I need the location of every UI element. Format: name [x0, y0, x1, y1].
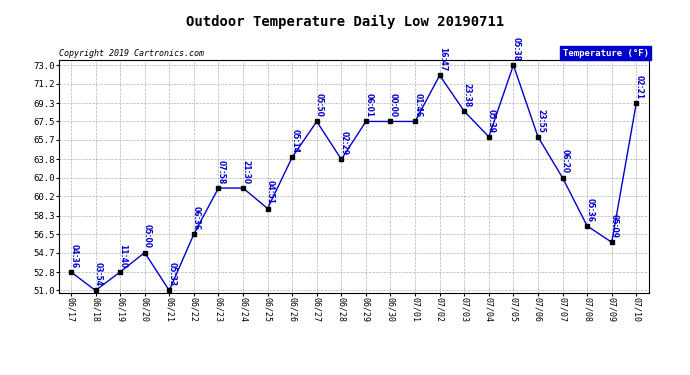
Text: 03:54: 03:54 [94, 262, 103, 286]
Text: Outdoor Temperature Daily Low 20190711: Outdoor Temperature Daily Low 20190711 [186, 15, 504, 29]
Text: 06:20: 06:20 [561, 150, 570, 174]
Text: Copyright 2019 Cartronics.com: Copyright 2019 Cartronics.com [59, 49, 204, 58]
Text: 05:33: 05:33 [168, 262, 177, 286]
Text: 21:30: 21:30 [241, 160, 250, 184]
Text: 23:38: 23:38 [462, 83, 471, 107]
Text: 02:29: 02:29 [339, 131, 348, 155]
Text: 07:58: 07:58 [217, 160, 226, 184]
Text: 05:39: 05:39 [487, 109, 496, 133]
Text: 04:51: 04:51 [266, 180, 275, 204]
Text: 05:38: 05:38 [512, 37, 521, 61]
Text: 01:46: 01:46 [413, 93, 422, 117]
Text: 05:00: 05:00 [143, 224, 152, 248]
Text: Temperature (°F): Temperature (°F) [562, 49, 649, 58]
Text: 11:40: 11:40 [119, 244, 128, 268]
Text: 06:01: 06:01 [364, 93, 373, 117]
Text: 05:50: 05:50 [315, 93, 324, 117]
Text: 16:47: 16:47 [438, 47, 447, 71]
Text: 23:55: 23:55 [536, 109, 545, 133]
Text: 05:14: 05:14 [290, 129, 299, 153]
Text: 00:00: 00:00 [388, 93, 397, 117]
Text: 06:36: 06:36 [192, 206, 201, 230]
Text: 02:21: 02:21 [635, 75, 644, 99]
Text: 04:36: 04:36 [69, 244, 78, 268]
Text: 05:09: 05:09 [610, 214, 619, 238]
Text: 05:36: 05:36 [585, 198, 594, 222]
